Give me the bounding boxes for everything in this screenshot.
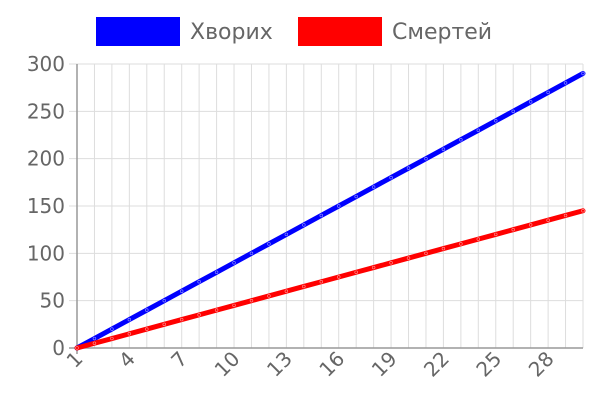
data-point (441, 147, 446, 151)
data-point (284, 232, 289, 237)
data-point (197, 280, 201, 284)
data-point (319, 213, 323, 218)
legend-swatch-infected (96, 17, 180, 46)
data-point (249, 298, 254, 303)
data-point (581, 71, 585, 76)
y-tick-label: 100 (27, 241, 65, 265)
legend-label-deaths: Смертей (392, 20, 492, 45)
x-tick-label: 22 (419, 347, 454, 382)
data-point (232, 261, 236, 265)
series-line-0 (74, 70, 586, 351)
data-point (511, 227, 515, 232)
data-point (92, 341, 97, 345)
data-point (337, 204, 341, 208)
data-point (267, 294, 271, 298)
data-point (424, 251, 428, 256)
data-point (145, 308, 149, 312)
data-point (371, 185, 376, 189)
data-point (302, 284, 306, 289)
x-tick-label: 4 (114, 347, 140, 373)
data-point (563, 81, 568, 85)
data-point (546, 218, 550, 222)
y-tick-label: 200 (27, 147, 65, 171)
data-point (563, 213, 568, 218)
legend-swatch-deaths (298, 17, 382, 46)
data-point (302, 223, 306, 227)
data-point (179, 289, 184, 293)
y-tick-label: 50 (40, 289, 65, 313)
data-point (92, 336, 97, 341)
data-point (284, 289, 289, 293)
data-point (249, 251, 254, 256)
data-point (75, 346, 79, 350)
data-point (424, 156, 428, 161)
x-tick-label: 28 (524, 347, 559, 382)
data-point (214, 270, 219, 274)
x-tick-label: 16 (314, 347, 349, 382)
data-point (581, 209, 585, 213)
data-point (110, 327, 114, 331)
axes (69, 64, 583, 354)
x-tick-label: 25 (471, 347, 506, 382)
data-point (267, 242, 271, 246)
y-tick-label: 250 (27, 99, 65, 123)
x-tick-label: 7 (166, 347, 192, 373)
data-point (528, 223, 533, 227)
series-line-1 (74, 208, 586, 351)
data-point (232, 303, 236, 308)
data-point (459, 138, 463, 142)
data-point (354, 270, 358, 274)
legend: Хворих Смертей (96, 17, 492, 46)
data-point (197, 313, 201, 317)
data-point (441, 246, 446, 251)
data-point (494, 119, 498, 123)
data-point (459, 242, 463, 246)
x-tick-label: 13 (262, 347, 297, 382)
data-point (389, 175, 393, 180)
y-axis-ticks: 0 50 100 150 200 250 300 (27, 52, 65, 360)
data-point (406, 256, 411, 260)
grid (69, 63, 584, 348)
x-axis-ticks: 1 4 7 10 13 16 19 22 25 28 (62, 347, 559, 382)
data-point (127, 317, 132, 322)
legend-label-infected: Хворих (190, 20, 273, 45)
data-point (162, 298, 166, 303)
y-tick-label: 150 (27, 194, 65, 218)
data-point (389, 261, 393, 265)
data-point (337, 275, 341, 279)
data-point (214, 308, 219, 312)
x-tick-label: 19 (367, 347, 402, 382)
data-point (406, 166, 411, 170)
y-tick-label: 300 (27, 52, 65, 76)
x-tick-label: 1 (62, 347, 88, 373)
data-point (528, 100, 533, 104)
x-tick-label: 10 (210, 347, 245, 382)
data-point (319, 280, 323, 284)
data-point (511, 109, 515, 114)
data-point (476, 237, 481, 241)
data-point (476, 128, 481, 132)
series-layer (74, 70, 586, 351)
data-point (162, 322, 166, 327)
data-point (546, 90, 550, 95)
data-point (494, 232, 498, 237)
data-point (145, 327, 149, 331)
y-tick-label: 0 (52, 336, 65, 360)
data-point (354, 194, 358, 199)
data-point (127, 332, 132, 336)
data-point (371, 265, 376, 270)
data-point (110, 336, 114, 341)
data-point (179, 317, 184, 322)
